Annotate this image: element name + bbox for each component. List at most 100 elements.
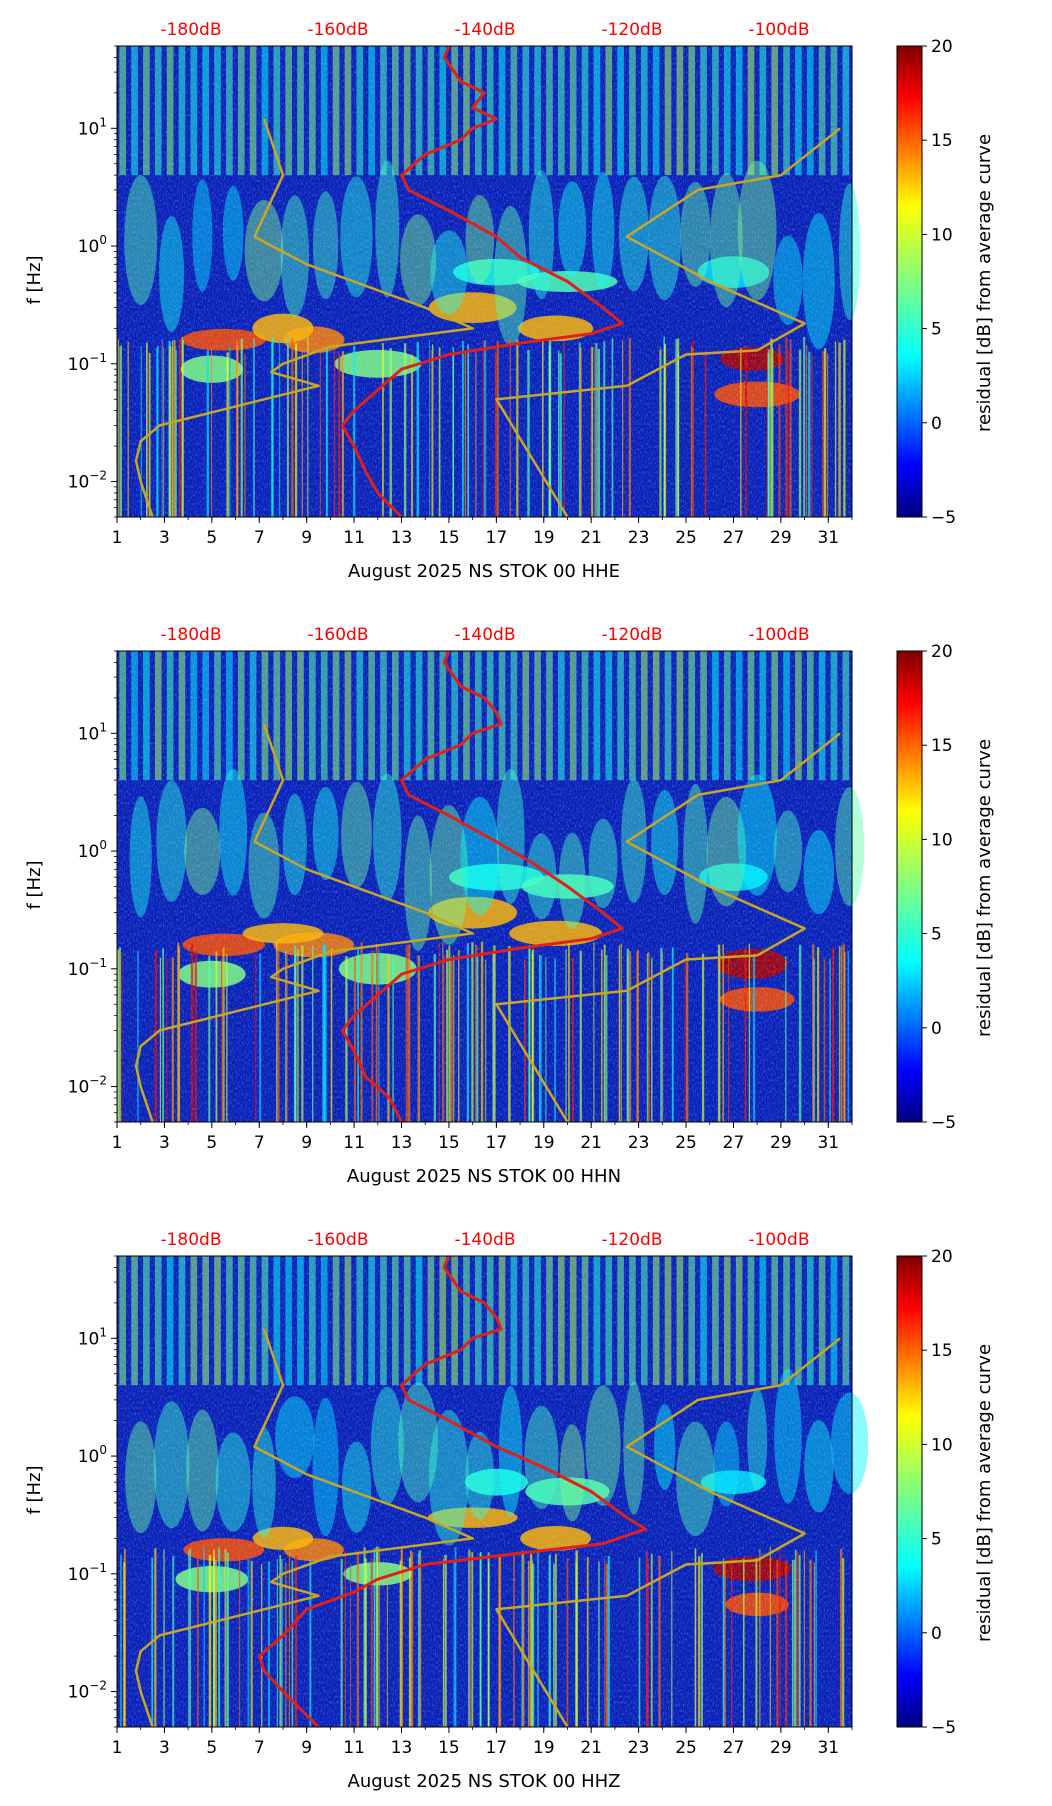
colorbar-tick-label: 20: [931, 1247, 953, 1267]
x-tick-label: 31: [817, 1133, 839, 1153]
colorbar-label: residual [dB] from average curve: [974, 134, 995, 432]
average-psd-curve: [340, 650, 624, 1123]
noise-speckle: [117, 46, 852, 517]
reference-model-curve: [495, 127, 841, 518]
x-tick-label: 27: [723, 1738, 745, 1758]
x-tick-label: 19: [533, 1133, 555, 1153]
x-tick-label: 7: [254, 1738, 265, 1758]
db-label: -120dB: [601, 20, 662, 40]
x-axis-label: August 2025 NS STOK 00 HHE: [348, 561, 620, 582]
colorbar: −5 0 5 10 15 20: [896, 1247, 956, 1738]
y-tick-label: 10−2: [68, 469, 107, 493]
colorbar-tick-label: −5: [931, 1718, 956, 1738]
x-tick-label: 19: [533, 528, 555, 548]
x-tick-label: 15: [438, 528, 460, 548]
x-tick-label: 3: [159, 1738, 170, 1758]
colorbar-tick-label: 15: [931, 131, 953, 151]
colorbar: −5 0 5 10 15 20: [896, 37, 956, 528]
db-label: -120dB: [601, 1230, 662, 1250]
x-tick-label: 17: [486, 1133, 508, 1153]
x-axis-ticks: 1 3 5 7 9 11 13 15 17 19 21 23 25 27 29 31: [112, 1727, 853, 1758]
x-tick-label: 1: [112, 1738, 123, 1758]
x-tick-label: 3: [159, 1133, 170, 1153]
y-tick-label: 10−2: [68, 1679, 107, 1703]
db-label: -100dB: [748, 625, 809, 645]
x-tick-label: 5: [206, 1133, 217, 1153]
top-db-axis: -180dB -160dB -140dB -120dB -100dB: [160, 1230, 809, 1250]
y-tick-label: 100: [78, 838, 107, 862]
colorbar-tick-label: 10: [931, 830, 953, 850]
psd-curves: [134, 45, 841, 519]
reference-model-curve: [134, 1328, 474, 1728]
average-psd-curve: [257, 1255, 648, 1729]
x-tick-label: 23: [628, 1133, 650, 1153]
x-tick-label: 29: [770, 1738, 792, 1758]
db-label: -100dB: [748, 1230, 809, 1250]
x-tick-label: 21: [580, 528, 602, 548]
db-label: -140dB: [454, 625, 515, 645]
spectrogram-image: [117, 651, 865, 1122]
colorbar-tick-label: 20: [931, 642, 953, 662]
x-tick-label: 17: [486, 528, 508, 548]
x-tick-label: 29: [770, 528, 792, 548]
noise-speckle: [117, 651, 852, 1122]
y-axis-label: f [Hz]: [24, 255, 45, 304]
x-tick-label: 13: [391, 528, 413, 548]
x-tick-label: 5: [206, 1738, 217, 1758]
x-tick-label: 1: [112, 1133, 123, 1153]
x-tick-label: 25: [675, 528, 697, 548]
x-tick-label: 7: [254, 528, 265, 548]
x-axis-label: August 2025 NS STOK 00 HHZ: [348, 1771, 621, 1792]
y-axis-ticks: 10−2 10−1 100 101: [68, 45, 117, 518]
x-tick-label: 3: [159, 528, 170, 548]
y-tick-label: 100: [78, 1443, 107, 1467]
spectrogram-image: [117, 1256, 869, 1727]
x-tick-label: 31: [817, 1738, 839, 1758]
x-tick-label: 11: [343, 528, 365, 548]
x-tick-label: 9: [301, 1738, 312, 1758]
x-tick-label: 19: [533, 1738, 555, 1758]
colorbar-label: residual [dB] from average curve: [974, 1344, 995, 1642]
top-db-axis: -180dB -160dB -140dB -120dB -100dB: [160, 625, 809, 645]
db-label: -160dB: [307, 1230, 368, 1250]
colorbar-tick-label: 5: [931, 925, 942, 945]
x-tick-label: 11: [343, 1133, 365, 1153]
colorbar-tick-label: 10: [931, 1435, 953, 1455]
x-tick-label: 21: [580, 1738, 602, 1758]
y-axis-label: f [Hz]: [24, 860, 45, 909]
colorbar-label: residual [dB] from average curve: [974, 739, 995, 1037]
psd-curves: [134, 650, 841, 1123]
colorbar-gradient: [896, 1255, 923, 1728]
average-psd-curve: [340, 45, 624, 519]
x-tick-label: 1: [112, 528, 123, 548]
colorbar-tick-label: 15: [931, 1341, 953, 1361]
x-tick-label: 27: [723, 1133, 745, 1153]
x-axis-ticks: 1 3 5 7 9 11 13 15 17 19 21 23 25 27 29 31: [112, 517, 853, 548]
x-axis-ticks: 1 3 5 7 9 11 13 15 17 19 21 23 25 27 29 31: [112, 1122, 853, 1153]
db-label: -140dB: [454, 1230, 515, 1250]
psd-curves: [134, 1255, 841, 1729]
colorbar-tick-label: 0: [931, 414, 942, 434]
noise-speckle: [117, 1256, 852, 1727]
y-tick-label: 101: [78, 1325, 107, 1349]
colorbar: −5 0 5 10 15 20: [896, 642, 956, 1133]
x-tick-label: 23: [628, 1738, 650, 1758]
db-label: -160dB: [307, 20, 368, 40]
colorbar-gradient: [896, 45, 923, 518]
y-tick-label: 10−1: [68, 1561, 107, 1585]
y-tick-label: 101: [78, 720, 107, 744]
y-tick-label: 10−2: [68, 1074, 107, 1098]
colorbar-gradient: [896, 650, 923, 1123]
colorbar-tick-label: 0: [931, 1019, 942, 1039]
top-db-axis: -180dB -160dB -140dB -120dB -100dB: [160, 20, 809, 40]
colorbar-tick-label: 20: [931, 37, 953, 57]
y-tick-label: 100: [78, 233, 107, 257]
colorbar-tick-label: 10: [931, 225, 953, 245]
y-tick-label: 101: [78, 115, 107, 139]
x-tick-label: 17: [486, 1738, 508, 1758]
reference-model-curve: [134, 723, 474, 1123]
db-label: -140dB: [454, 20, 515, 40]
x-tick-label: 31: [817, 528, 839, 548]
x-tick-label: 7: [254, 1133, 265, 1153]
